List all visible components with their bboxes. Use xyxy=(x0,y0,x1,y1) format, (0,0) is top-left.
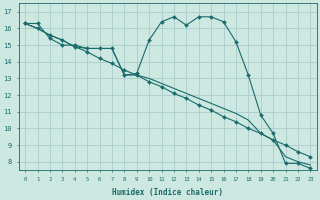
X-axis label: Humidex (Indice chaleur): Humidex (Indice chaleur) xyxy=(112,188,223,197)
